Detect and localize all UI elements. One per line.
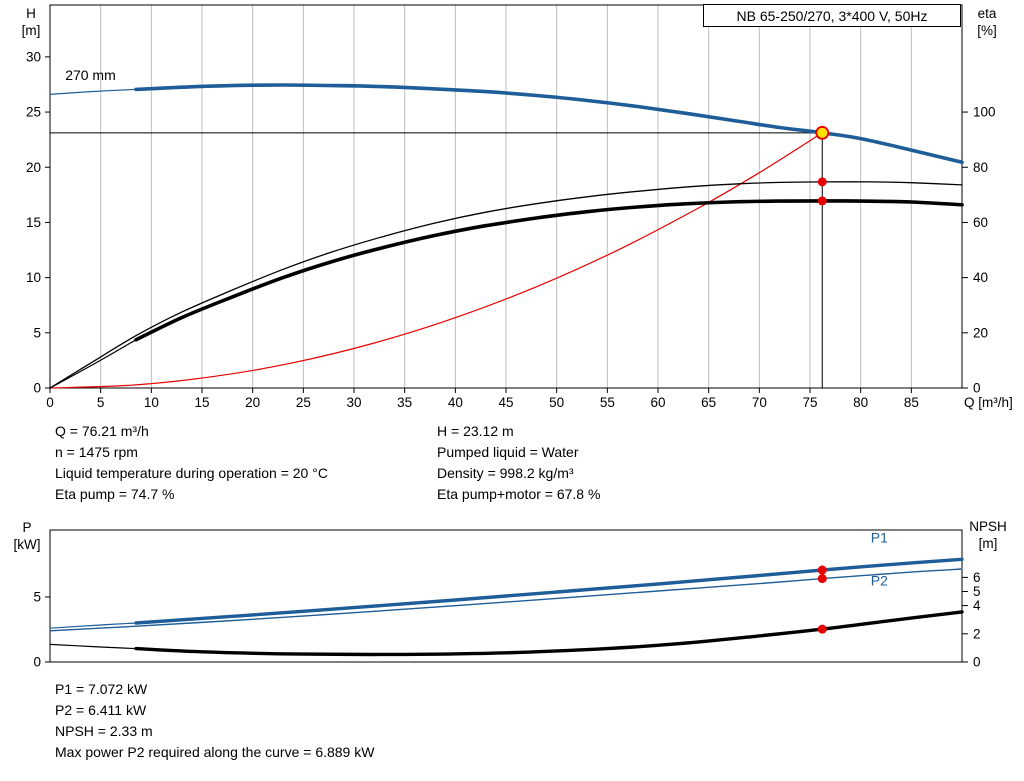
y-left-tick-label: 10 [26,270,41,285]
density-line: Density = 998.2 kg/m³ [437,465,574,481]
x-tick-label: 65 [701,395,716,410]
y-left-tick-label: 0 [33,655,41,670]
y-left-tick-label: 25 [26,105,41,120]
p2-value-line: P2 = 6.411 kW [55,702,147,718]
y-left-axis-label: P [22,520,31,535]
y-right-tick-label: 4 [973,598,981,613]
npsh-curve-lead-in [49,643,137,650]
y-right-axis-label: eta [978,6,997,21]
x-tick-label: 40 [448,395,463,410]
y-right-tick-label: 0 [973,655,981,670]
p1-curve-lead-in [49,622,137,629]
x-tick-label: 20 [245,395,260,410]
y-right-tick-label: 5 [973,584,981,599]
y-right-tick-label: 60 [973,215,988,230]
pump-model-label: NB 65-250/270, 3*400 V, 50Hz [736,7,928,24]
duty-info-right-column: H = 23.12 m Pumped liquid = Water Densit… [437,421,600,505]
y-right-tick-label: 2 [973,626,981,641]
y-left-tick-label: 20 [26,160,41,175]
p1-value-line: P1 = 7.072 kW [55,681,148,697]
y-left-axis-label: H [26,6,36,21]
head-value-line: H = 23.12 m [437,423,514,439]
eta-pump-line: Eta pump = 74.7 % [55,486,175,502]
npsh-point [817,624,827,634]
system-curve [49,132,823,389]
pump-curve-270mm [134,83,964,165]
y-right-tick-label: 6 [973,570,981,585]
y-right-axis-label: NPSH [969,519,1007,534]
y-right-tick-label: 20 [973,325,988,340]
power-info-column: P1 = 7.072 kW P2 = 6.411 kW NPSH = 2.33 … [55,679,374,763]
max-power-line: Max power P2 required along the curve = … [55,744,375,760]
y-right-tick-label: 0 [973,381,981,396]
pumped-liquid-line: Pumped liquid = Water [437,444,579,460]
curve-annotation: P2 [871,572,888,588]
y-right-axis-unit: [m] [979,536,998,551]
eta-pump-motor-curve-lead-in [49,339,137,389]
x-tick-label: 85 [904,395,919,410]
x-tick-label: 45 [498,395,513,410]
x-axis-label: Q [m³/h] [964,395,1013,410]
y-right-tick-label: 100 [973,105,996,120]
x-tick-label: 5 [97,395,105,410]
x-tick-label: 60 [650,395,665,410]
y-right-tick-label: 80 [973,160,988,175]
x-tick-label: 15 [194,395,209,410]
y-left-tick-label: 15 [26,215,41,230]
p2-point [817,574,827,584]
liquid-temperature-line: Liquid temperature during operation = 20… [55,465,328,481]
curve-annotation: 270 mm [65,67,116,83]
npsh-curve [134,610,964,657]
y-left-tick-label: 30 [26,49,41,64]
y-left-axis-unit: [m] [22,23,41,38]
duty-info-left-column: Q = 76.21 m³/h n = 1475 rpm Liquid tempe… [55,421,328,505]
speed-value-line: n = 1475 rpm [55,444,138,460]
eta-pump-motor-curve [134,199,964,342]
x-tick-label: 55 [600,395,615,410]
y-right-axis-unit: [%] [977,23,997,38]
curve-annotation: P1 [871,529,888,545]
y-right-tick-label: 40 [973,270,988,285]
x-tick-label: 70 [752,395,767,410]
y-left-tick-label: 0 [33,381,41,396]
x-tick-label: 10 [144,395,159,410]
eta-pump-point [817,177,827,187]
x-tick-label: 80 [853,395,868,410]
p1-curve [134,557,964,625]
y-left-tick-label: 5 [33,589,41,604]
pump-curve-270mm-lead-in [49,88,137,95]
eta-pump-motor-point [817,196,827,206]
x-tick-label: 0 [46,395,54,410]
power-npsh-chart-frame [49,529,963,663]
p2-curve [49,568,963,632]
y-left-tick-label: 5 [33,325,41,340]
flow-value-line: Q = 76.21 m³/h [55,423,149,439]
eta-pump-motor-line: Eta pump+motor = 67.8 % [437,486,601,502]
x-tick-label: 35 [397,395,412,410]
y-left-axis-unit: [kW] [14,537,41,552]
x-tick-label: 50 [549,395,564,410]
npsh-value-line: NPSH = 2.33 m [55,723,153,739]
pump-model-box: NB 65-250/270, 3*400 V, 50Hz [703,4,961,27]
x-tick-label: 30 [346,395,361,410]
p1-point [817,565,827,575]
x-tick-label: 25 [296,395,311,410]
duty-point [815,125,830,140]
x-tick-label: 75 [802,395,817,410]
